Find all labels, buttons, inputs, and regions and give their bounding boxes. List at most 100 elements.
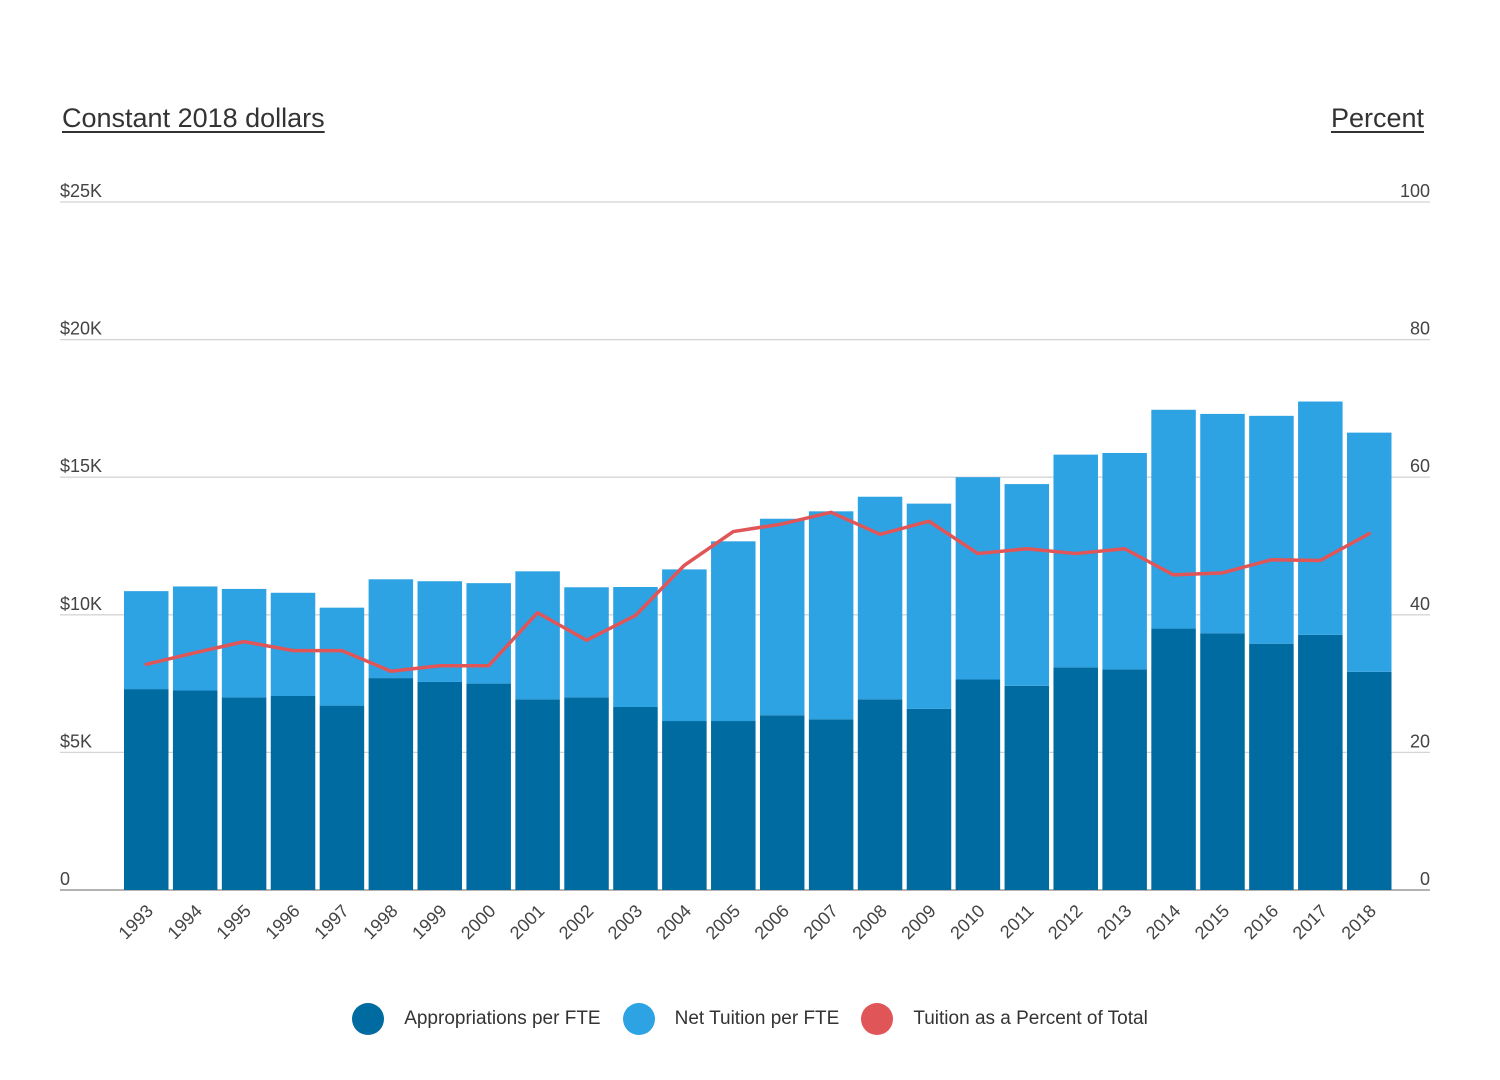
x-tick-label-1994: 1994 — [164, 901, 206, 943]
legend-label-net-tuition: Net Tuition per FTE — [674, 1008, 840, 1029]
right-y-tick-label: 20 — [1410, 731, 1430, 751]
bar-net-tuition-2010 — [955, 477, 1001, 680]
x-tick-label-2011: 2011 — [996, 901, 1038, 943]
bar-net-tuition-2005 — [711, 541, 756, 722]
left-y-tick-label: $20K — [60, 319, 102, 339]
bar-appropriations-2015 — [1200, 633, 1245, 890]
x-tick-label-2017: 2017 — [1289, 901, 1331, 943]
bar-net-tuition-2000 — [466, 583, 511, 684]
bar-appropriations-2004 — [662, 721, 707, 890]
x-tick-label-1993: 1993 — [115, 901, 157, 943]
legend-label-appropriations: Appropriations per FTE — [404, 1008, 601, 1029]
legend-item-net-tuition[interactable]: Net Tuition per FTE — [622, 1003, 840, 1035]
bar-appropriations-2012 — [1053, 667, 1098, 890]
legend-item-appropriations[interactable]: Appropriations per FTE — [352, 1003, 601, 1035]
bar-net-tuition-2004 — [662, 569, 707, 722]
bar-appropriations-2007 — [808, 719, 854, 890]
bar-appropriations-1999 — [417, 681, 463, 890]
bar-appropriations-1994 — [172, 690, 218, 890]
x-tick-label-2003: 2003 — [604, 901, 646, 943]
x-tick-label-1998: 1998 — [359, 901, 401, 943]
left-y-tick-label: 0 — [60, 869, 70, 889]
bar-net-tuition-2013 — [1102, 452, 1147, 670]
tuition-percent-line — [144, 510, 1371, 673]
bar-appropriations-1993 — [124, 689, 169, 890]
x-tick-label-2004: 2004 — [653, 901, 695, 943]
bar-appropriations-2000 — [466, 683, 511, 890]
legend-swatch-net-tuition — [622, 1003, 655, 1035]
left-y-tick-label: $10K — [60, 594, 102, 614]
right-y-tick-label: 60 — [1410, 456, 1430, 476]
legend-item-tuition-percent[interactable]: Tuition as a Percent of Total — [861, 1003, 1148, 1035]
x-tick-label-2015: 2015 — [1191, 901, 1233, 943]
right-y-tick-label: 40 — [1410, 594, 1430, 614]
bar-net-tuition-2014 — [1151, 409, 1196, 629]
left-y-tick-label: $5K — [60, 731, 92, 751]
x-tick-label-2005: 2005 — [702, 901, 744, 943]
bar-net-tuition-2015 — [1200, 413, 1245, 634]
x-tick-label-1996: 1996 — [261, 901, 303, 943]
bar-appropriations-2008 — [857, 699, 903, 890]
bar-net-tuition-1994 — [172, 586, 218, 691]
x-tick-label-1997: 1997 — [310, 901, 352, 943]
x-tick-label-2006: 2006 — [751, 901, 793, 943]
bar-net-tuition-1993 — [124, 591, 169, 690]
bar-appropriations-2006 — [759, 715, 805, 890]
x-tick-label-2007: 2007 — [799, 901, 841, 943]
bar-net-tuition-2016 — [1249, 415, 1294, 644]
bar-appropriations-1997 — [319, 705, 365, 890]
right-y-tick-label: 100 — [1400, 181, 1430, 201]
bar-net-tuition-1996 — [270, 592, 316, 696]
bar-appropriations-1996 — [270, 695, 316, 890]
bar-appropriations-2009 — [906, 708, 952, 890]
bars — [124, 401, 1392, 890]
legend-swatch-tuition-percent — [861, 1003, 894, 1035]
left-y-tick-label: $25K — [60, 181, 102, 201]
x-tick-label-2000: 2000 — [457, 901, 499, 943]
x-tick-label-2018: 2018 — [1338, 901, 1380, 943]
bar-appropriations-2014 — [1151, 628, 1196, 890]
stacked-bar-line-chart: 0 0 $5K 20 $10K 40 $15K 60 $20K 80 $25K 100 1993 1994… — [60, 181, 1430, 943]
x-tick-label-2010: 2010 — [946, 901, 988, 943]
right-y-tick-label: 80 — [1410, 319, 1430, 339]
x-tick-label-2002: 2002 — [555, 901, 597, 943]
bar-appropriations-2016 — [1249, 643, 1294, 890]
bar-net-tuition-2007 — [808, 511, 854, 720]
bar-appropriations-1995 — [221, 697, 267, 890]
x-tick-label-2014: 2014 — [1142, 901, 1184, 943]
line-tuition-percent — [144, 510, 1371, 673]
bar-appropriations-2003 — [613, 706, 658, 890]
bar-net-tuition-2003 — [613, 587, 658, 707]
left-axis-title: Constant 2018 dollars — [62, 103, 325, 133]
bar-net-tuition-2006 — [759, 518, 805, 716]
bar-net-tuition-2001 — [515, 571, 560, 700]
legend: Appropriations per FTE Net Tuition per F… — [0, 1000, 1500, 1038]
bar-appropriations-2017 — [1298, 634, 1343, 890]
bar-net-tuition-1998 — [368, 579, 414, 679]
bar-appropriations-2018 — [1347, 671, 1392, 890]
bar-appropriations-2002 — [564, 697, 609, 890]
bar-net-tuition-2018 — [1347, 432, 1392, 672]
right-y-tick-label: 0 — [1420, 869, 1430, 889]
x-tick-label-2008: 2008 — [848, 901, 890, 943]
bar-net-tuition-2017 — [1298, 401, 1343, 635]
x-tick-label-2016: 2016 — [1240, 901, 1282, 943]
x-tick-label-2009: 2009 — [897, 901, 939, 943]
x-tick-label-1999: 1999 — [408, 901, 450, 943]
bar-net-tuition-2012 — [1053, 454, 1098, 668]
bar-appropriations-2001 — [515, 699, 560, 890]
bar-appropriations-1998 — [368, 678, 414, 890]
right-axis-title: Percent — [1330, 103, 1424, 133]
bar-appropriations-2011 — [1004, 685, 1050, 890]
bar-net-tuition-2002 — [564, 587, 609, 698]
left-y-tick-label: $15K — [60, 456, 102, 476]
bar-appropriations-2005 — [711, 721, 756, 890]
bar-appropriations-2010 — [955, 679, 1001, 890]
legend-label-tuition-percent: Tuition as a Percent of Total — [913, 1008, 1148, 1029]
x-tick-label-2013: 2013 — [1093, 901, 1135, 943]
bar-appropriations-2013 — [1102, 669, 1147, 890]
legend-swatch-appropriations — [352, 1003, 385, 1035]
bar-net-tuition-2011 — [1004, 484, 1050, 686]
x-tick-label-2012: 2012 — [1044, 901, 1086, 943]
x-tick-label-1995: 1995 — [212, 901, 254, 943]
